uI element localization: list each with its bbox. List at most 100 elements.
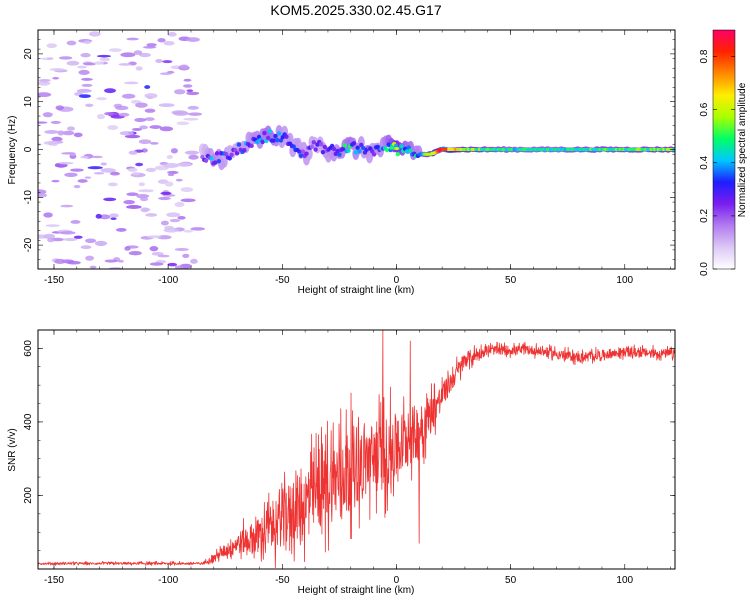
noise-blob <box>46 43 58 49</box>
noise-blob <box>188 112 203 116</box>
noise-blob <box>147 235 162 239</box>
signal-cell <box>351 141 357 146</box>
noise-blob <box>187 105 199 110</box>
colorbar-tick-label: 0.2 <box>699 209 710 223</box>
signal-cell <box>304 151 309 156</box>
signal-cell <box>265 135 271 141</box>
signal-cell <box>229 152 234 157</box>
signal-cell <box>340 146 346 152</box>
noise-blob <box>167 170 179 175</box>
noise-blob <box>73 184 81 189</box>
noise-blob <box>144 117 155 121</box>
noise-blob <box>188 154 199 160</box>
signal-cell <box>322 144 327 150</box>
colorbar-label: Normalized spectral amplitude <box>737 82 748 217</box>
signal-cell <box>360 145 366 151</box>
noise-blob <box>80 53 91 58</box>
signal-cell <box>335 148 340 154</box>
snr-panel: -150 -100 -50 0 50 100 200 400 600 Height of str… <box>7 329 676 596</box>
noise-blob <box>138 182 146 187</box>
noise-blob <box>83 62 97 66</box>
noise-blob <box>157 254 170 258</box>
noise-blob <box>46 57 54 60</box>
signal-peak <box>388 146 395 150</box>
noise-blob <box>85 255 95 261</box>
noise-blob <box>51 179 60 183</box>
signal-cell <box>267 129 273 134</box>
noise-blob <box>94 240 108 247</box>
signal-cell <box>386 142 391 147</box>
noise-blob <box>160 220 169 226</box>
noise-blob <box>149 262 164 266</box>
signal-cell <box>296 149 302 154</box>
noise-blob <box>96 113 106 120</box>
chart-title: KOM5.2025.330.02.45.G17 <box>270 2 441 18</box>
signal-cell <box>273 133 278 139</box>
noise-blob <box>138 52 151 58</box>
noise-blob <box>126 205 142 209</box>
noise-blob <box>96 97 107 101</box>
noise-blob <box>43 140 59 145</box>
noise-blob <box>118 63 132 66</box>
signal-cell <box>275 137 280 143</box>
signal-cell <box>395 152 401 157</box>
noise-blob <box>49 68 65 71</box>
noise-blob <box>144 93 158 99</box>
noise-blob <box>107 182 118 187</box>
noise-blob <box>99 57 111 62</box>
noise-blob <box>158 103 175 108</box>
noise-blob <box>174 247 189 251</box>
signal-cell <box>311 140 317 145</box>
noise-blob <box>159 126 174 132</box>
signal-cell <box>234 151 240 156</box>
colorbar-gradient <box>712 29 736 270</box>
y-tick-label: 600 <box>23 340 34 357</box>
signal-cell <box>313 147 318 152</box>
noise-blob <box>135 102 148 108</box>
x-tick-label: 100 <box>616 275 633 286</box>
y-tick-label: 200 <box>23 487 34 504</box>
noise-blob <box>139 125 148 130</box>
noise-blob <box>38 192 47 198</box>
noise-blob <box>134 117 147 123</box>
signal-cell <box>318 141 324 147</box>
noise-blob <box>155 58 163 64</box>
noise-blob <box>93 172 105 175</box>
signal-peak <box>441 147 448 152</box>
noise-blob <box>104 112 114 116</box>
signal-cell <box>404 149 410 154</box>
y-tick-label: 400 <box>23 413 34 430</box>
signal-cell <box>320 150 326 155</box>
noise-blob <box>128 150 138 155</box>
signal-halo <box>305 147 313 160</box>
noise-blob <box>190 258 198 264</box>
noise-blob <box>91 155 103 159</box>
noise-blob <box>100 168 116 173</box>
noise-blob <box>159 72 172 75</box>
snr-frame <box>37 329 676 570</box>
noise-blob <box>80 77 93 81</box>
noise-blob <box>172 111 189 116</box>
signal-cell <box>300 149 306 154</box>
noise-blob <box>89 265 97 269</box>
noise-blob <box>38 79 51 82</box>
noise-blob <box>66 40 77 46</box>
noise-blob <box>186 37 200 42</box>
x-tick-label: -50 <box>275 275 290 286</box>
noise-blob <box>80 155 90 159</box>
noise-blob <box>85 103 94 107</box>
signal-cell <box>298 153 304 158</box>
noise-blob <box>160 191 172 195</box>
signal-cell <box>346 148 351 153</box>
y-tick-label: -10 <box>23 190 34 205</box>
noise-blob <box>164 181 174 187</box>
noise-blob <box>54 258 66 265</box>
noise-blob <box>58 56 73 60</box>
x-tick-label: 50 <box>505 575 517 586</box>
signal-cell <box>353 150 359 155</box>
signal-cell <box>342 143 348 148</box>
signal-cell <box>216 158 222 164</box>
noise-blob <box>63 237 78 242</box>
signal-cell <box>284 134 289 139</box>
